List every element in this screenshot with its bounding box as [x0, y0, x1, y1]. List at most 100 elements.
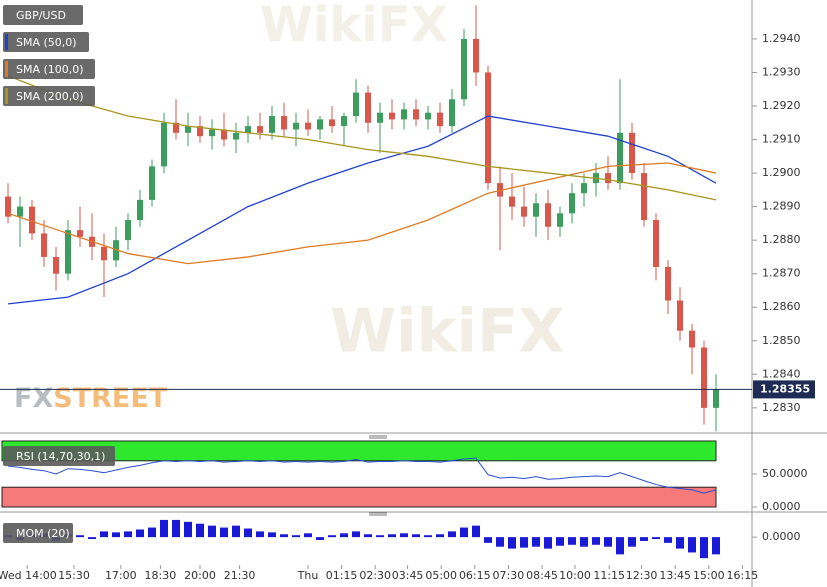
mom-bar: [532, 537, 540, 547]
mom-bar: [652, 537, 660, 540]
candle-body: [569, 193, 575, 214]
candle-body: [581, 183, 587, 194]
resize-grip[interactable]: [369, 512, 387, 516]
mom-bar: [556, 537, 564, 546]
mom-bar: [76, 535, 84, 538]
mom-bar: [400, 533, 408, 538]
candle-body: [197, 126, 203, 137]
legend-button[interactable]: GBP/USD: [3, 5, 83, 25]
mom-bar: [292, 535, 300, 538]
legend-button-bg: [3, 446, 115, 466]
legend-button[interactable]: SMA (200,0): [3, 86, 95, 106]
mom-bar: [520, 537, 528, 548]
candle-body: [353, 92, 359, 117]
candle-body: [101, 246, 107, 261]
mom-bar: [592, 537, 600, 545]
mom-bar: [280, 534, 288, 538]
mom-bar: [412, 534, 420, 538]
candle-body: [545, 203, 551, 227]
x-tick-label: 18:30: [145, 569, 177, 582]
candle-body: [209, 129, 215, 137]
legend-button-bg: [3, 523, 73, 543]
mom-bar: [100, 531, 108, 538]
legend-button-bg: [3, 86, 95, 106]
y-tick-label: 1.2870: [762, 267, 801, 280]
sma-line: [7, 115, 717, 305]
x-tick-label: 02:30: [359, 569, 391, 582]
x-tick-label: 11:15: [593, 569, 625, 582]
y-tick-label: 1.2860: [762, 300, 801, 313]
candle-body: [665, 266, 671, 301]
mom-bar: [484, 537, 492, 543]
legend-label: SMA (100,0): [16, 63, 84, 76]
mom-bar: [244, 528, 252, 538]
candle-body: [461, 38, 467, 100]
y-tick-label: 1.2900: [762, 166, 801, 179]
mom-bar: [328, 535, 336, 538]
y-tick-label: 0.0000: [762, 500, 801, 513]
mom-bar: [460, 527, 468, 538]
mom-bar: [544, 537, 552, 549]
candle-body: [77, 230, 83, 237]
mom-bar: [616, 537, 624, 555]
mom-bar: [352, 531, 360, 538]
mom-bar: [436, 534, 444, 538]
mom-bar: [232, 525, 240, 538]
x-tick-label: 06:15: [459, 569, 491, 582]
mom-bar: [340, 533, 348, 538]
x-tick-label: 17:00: [105, 569, 137, 582]
legend-button[interactable]: SMA (100,0): [3, 59, 95, 79]
candle-body: [221, 129, 227, 140]
mom-bar: [172, 519, 180, 538]
mom-bar: [136, 529, 144, 538]
resize-grip[interactable]: [369, 435, 387, 439]
mom-bar: [496, 537, 504, 547]
sma-line: [7, 75, 717, 201]
candle-body: [533, 203, 539, 217]
watermark: WikiFX: [330, 297, 564, 367]
candle-body: [701, 347, 707, 408]
mom-bar: [472, 525, 480, 538]
mom-bar: [568, 537, 576, 545]
x-tick-label: 03:45: [392, 569, 424, 582]
legend-button[interactable]: MOM (20): [3, 523, 73, 543]
mom-bar: [88, 537, 96, 540]
y-tick-label: 1.2930: [762, 65, 801, 78]
legend-button[interactable]: RSI (14,70,30,1): [3, 446, 115, 466]
candle-body: [29, 206, 35, 234]
candle-body: [425, 112, 431, 120]
y-tick-label: 1.2880: [762, 233, 801, 246]
x-tick-label: 15:00: [693, 569, 725, 582]
mom-bar: [124, 531, 132, 538]
x-tick-label: 08:45: [526, 569, 558, 582]
mom-bar: [208, 525, 216, 538]
mom-bar: [304, 533, 312, 538]
candle-body: [449, 99, 455, 127]
sma-line: [7, 162, 717, 265]
mom-bar: [160, 519, 168, 538]
y-tick-label: 1.2940: [762, 32, 801, 45]
x-tick-label: Thu: [297, 569, 319, 582]
x-tick-label: 15:30: [58, 569, 90, 582]
candle-body: [245, 126, 251, 133]
mom-bar: [268, 532, 276, 538]
y-tick-label: 1.2910: [762, 133, 801, 146]
legend-label: MOM (20): [16, 527, 70, 540]
y-tick-label: 1.2850: [762, 334, 801, 347]
candle-body: [17, 206, 23, 217]
legend-swatch: [5, 61, 8, 77]
candle-body: [173, 122, 179, 133]
last-price-box: [753, 380, 815, 399]
mom-bar: [628, 537, 636, 547]
candle-body: [437, 112, 443, 127]
candle-body: [401, 109, 407, 120]
x-tick-label: 13:45: [659, 569, 691, 582]
candle-body: [233, 132, 239, 140]
x-tick-label: 01:15: [326, 569, 358, 582]
brand-part: STREET: [53, 383, 168, 414]
legend-button[interactable]: SMA (50,0): [3, 32, 89, 52]
candle-body: [53, 256, 59, 274]
watermark: WikiFX: [260, 0, 448, 53]
mom-bar: [700, 537, 708, 559]
